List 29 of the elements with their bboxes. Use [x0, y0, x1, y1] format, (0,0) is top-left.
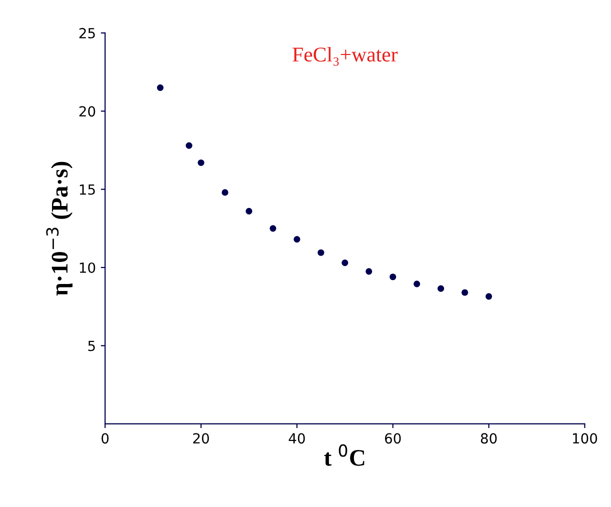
point	[246, 208, 252, 214]
point	[294, 236, 300, 243]
point	[156, 84, 164, 91]
point	[414, 280, 420, 288]
y-tick-label: 5	[88, 340, 95, 352]
point	[462, 289, 468, 296]
point	[198, 159, 204, 166]
point	[390, 274, 396, 280]
y-axis-title: η·10$^{−3}$ (Pa·s)	[46, 162, 72, 296]
x-tick-label: 20	[193, 433, 209, 444]
x-tick-label: 60	[385, 433, 401, 444]
x-tick-label: 80	[480, 433, 497, 444]
y-tick-label: 15	[80, 184, 95, 195]
x-tick-label: 100	[572, 433, 598, 444]
text: FeCl₃+water	[292, 46, 398, 66]
point	[270, 225, 276, 232]
y-tick-label: 20	[79, 106, 96, 117]
point	[342, 260, 348, 266]
point	[318, 249, 324, 256]
x-axis-title: t $^{0}$C	[324, 444, 364, 466]
point	[222, 189, 228, 196]
y-tick-label: 10	[80, 262, 96, 273]
x-tick-label: 0	[102, 433, 109, 444]
point	[438, 285, 444, 292]
point	[366, 268, 372, 275]
point	[186, 142, 192, 149]
y-tick-label: 25	[79, 28, 95, 38]
x-tick-label: 40	[288, 433, 305, 444]
point	[486, 293, 492, 300]
